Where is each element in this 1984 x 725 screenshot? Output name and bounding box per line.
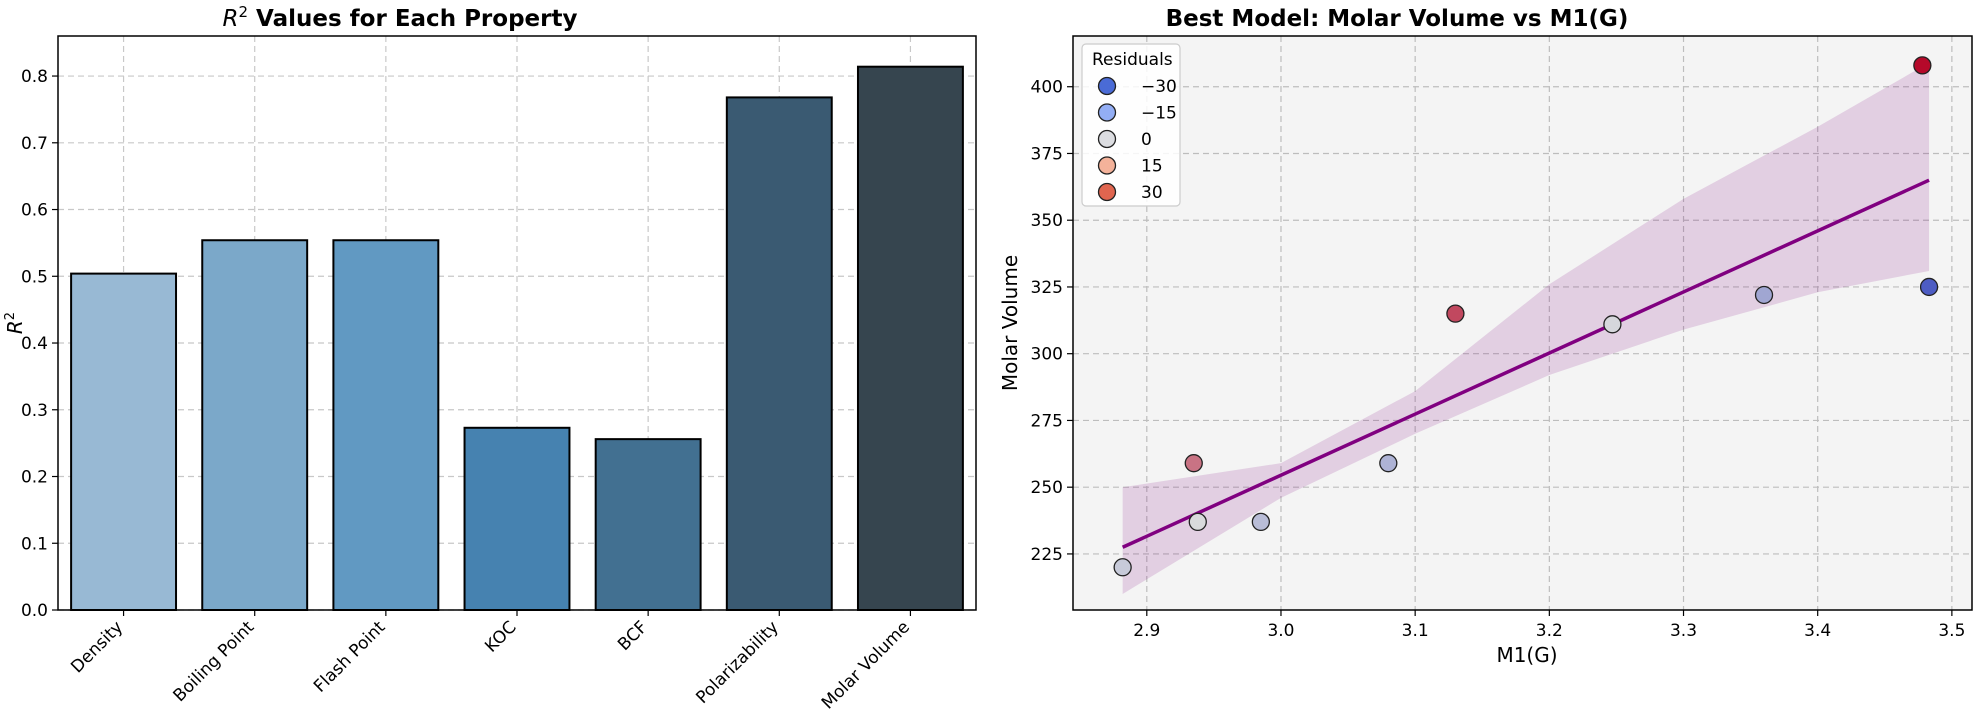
- scatter-ytick-label: 225: [1031, 545, 1063, 565]
- legend-marker: [1097, 182, 1117, 202]
- scatter-point: [1113, 558, 1132, 577]
- bar-xtick-label: BCF: [614, 617, 651, 654]
- scatter-xtick-label: 3.2: [1536, 621, 1563, 641]
- legend-marker: [1097, 129, 1117, 149]
- scatter-points: [1113, 56, 1939, 577]
- legend-marker: [1097, 76, 1117, 96]
- bar: [594, 438, 702, 611]
- bar: [856, 65, 964, 611]
- bar-chart: R2 Values for Each Property 0.0 0.1 0.2 0.3…: [3, 3, 977, 713]
- scatter-point: [1251, 512, 1271, 532]
- bar: [463, 426, 571, 611]
- scatter-chart: Best Model: Molar Volume vs M1(G) 225 250…: [998, 6, 1973, 667]
- bar-x-axis: Density Boiling Point Flash Point KOC BCF Pol…: [67, 610, 914, 713]
- scatter-point: [1184, 454, 1203, 473]
- scatter-ytick-label: 350: [1031, 211, 1063, 231]
- scatter-point: [1913, 56, 1932, 75]
- legend-label: 30: [1141, 183, 1163, 203]
- bar-y-axis: 0.0 0.1 0.2 0.3 0.4 0.5 0.6 0.7 0.8: [21, 67, 58, 621]
- bar-xtick-label: Polarizability: [692, 617, 782, 707]
- scatter-ytick-label: 325: [1031, 278, 1063, 298]
- bar-ytick-label: 0.7: [21, 134, 48, 154]
- scatter-y-axis: 225 250 275 300 325 350 375 400: [1031, 78, 1073, 565]
- bar: [70, 272, 178, 611]
- legend-marker: [1097, 156, 1117, 175]
- legend-label: 0: [1141, 130, 1152, 150]
- legend-title: Residuals: [1092, 50, 1173, 70]
- scatter-xtick-label: 3.3: [1670, 621, 1697, 641]
- bar: [332, 239, 440, 611]
- bar-ytick-label: 0.8: [21, 67, 48, 87]
- legend-label: 15: [1141, 157, 1163, 177]
- bar: [725, 96, 833, 611]
- scatter-xtick-label: 3.5: [1938, 621, 1965, 641]
- bar-ytick-label: 0.0: [21, 601, 48, 621]
- bar-ytick-label: 0.2: [21, 468, 48, 488]
- scatter-xtick-label: 3.0: [1267, 621, 1294, 641]
- scatter-ytick-label: 250: [1031, 478, 1063, 498]
- bar-ytick-label: 0.5: [21, 267, 48, 287]
- scatter-ytick-label: 300: [1031, 345, 1063, 365]
- bar-xtick-label: Density: [67, 617, 127, 677]
- scatter-ytick-label: 400: [1031, 78, 1063, 98]
- scatter-ytick-label: 275: [1031, 411, 1063, 431]
- bar-y-axis-label: R2: [3, 312, 27, 334]
- scatter-xtick-label: 3.4: [1804, 621, 1831, 641]
- legend-label: −30: [1141, 77, 1177, 97]
- scatter-legend: Residuals −30 −15 0 15 30: [1081, 43, 1181, 207]
- scatter-plot-background: [1073, 36, 1972, 610]
- bar-xtick-label: KOC: [481, 617, 520, 656]
- bar-xtick-label: Boiling Point: [170, 617, 259, 706]
- scatter-point: [1754, 285, 1774, 305]
- bar-xtick-label: Molar Volume: [818, 617, 914, 713]
- bar-ytick-label: 0.3: [21, 401, 48, 421]
- scatter-ytick-label: 375: [1031, 144, 1063, 164]
- scatter-point: [1446, 304, 1465, 323]
- bar: [201, 239, 309, 611]
- bar-chart-title: R2 Values for Each Property: [223, 3, 578, 32]
- scatter-point: [1188, 512, 1207, 532]
- scatter-x-axis: 2.9 3.0 3.1 3.2 3.3 3.4 3.5: [1133, 610, 1965, 641]
- scatter-point: [1919, 277, 1939, 297]
- scatter-x-axis-label: M1(G): [1496, 643, 1557, 667]
- scatter-point: [1603, 315, 1622, 334]
- bar-xtick-label: Flash Point: [310, 617, 390, 697]
- regression-line: [1121, 178, 1930, 549]
- scatter-point: [1379, 454, 1398, 473]
- scatter-plot-frame: [1072, 35, 1973, 611]
- confidence-band: [1122, 62, 1930, 594]
- bar-ytick-label: 0.6: [21, 201, 48, 221]
- scatter-y-axis-label: Molar Volume: [998, 255, 1022, 391]
- legend-label: −15: [1141, 104, 1177, 124]
- legend-marker: [1097, 103, 1117, 122]
- scatter-xtick-label: 2.9: [1133, 621, 1160, 641]
- bar-ytick-label: 0.1: [21, 534, 48, 554]
- scatter-chart-title: Best Model: Molar Volume vs M1(G): [1166, 6, 1629, 32]
- scatter-xtick-label: 3.1: [1402, 621, 1429, 641]
- bar-ytick-label: 0.4: [21, 334, 48, 354]
